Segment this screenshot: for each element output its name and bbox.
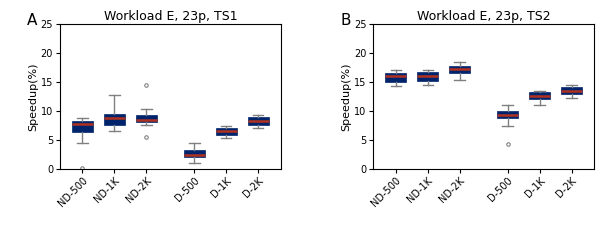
PathPatch shape — [72, 121, 93, 132]
Title: Workload E, 23p, TS2: Workload E, 23p, TS2 — [417, 10, 550, 23]
PathPatch shape — [385, 73, 406, 82]
Title: Workload E, 23p, TS1: Workload E, 23p, TS1 — [104, 10, 237, 23]
Text: B: B — [340, 13, 351, 27]
PathPatch shape — [184, 150, 205, 157]
PathPatch shape — [418, 72, 438, 81]
Y-axis label: Speedup(%): Speedup(%) — [341, 62, 351, 131]
PathPatch shape — [529, 92, 550, 99]
PathPatch shape — [104, 114, 125, 125]
PathPatch shape — [497, 111, 518, 118]
Y-axis label: Speedup(%): Speedup(%) — [28, 62, 38, 131]
PathPatch shape — [216, 128, 236, 135]
PathPatch shape — [136, 115, 157, 122]
PathPatch shape — [248, 117, 269, 125]
Text: A: A — [27, 13, 37, 27]
PathPatch shape — [449, 66, 470, 73]
PathPatch shape — [561, 87, 582, 94]
